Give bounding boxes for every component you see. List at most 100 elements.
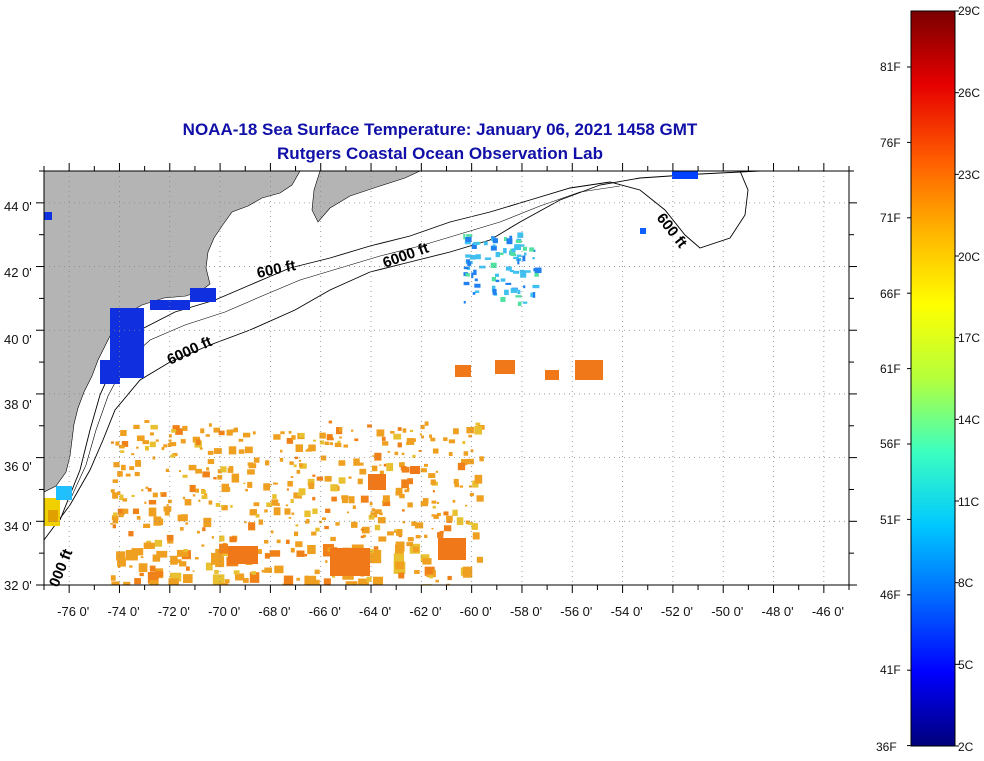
sst-pixel-warm: [448, 451, 453, 457]
sst-pixel-warm: [312, 474, 316, 477]
sst-pixel-warm: [367, 424, 372, 428]
sst-pixel-cool: [517, 232, 524, 238]
sst-pixel-warm: [296, 550, 305, 557]
cb-f-label: 41F: [880, 663, 901, 677]
sst-pixel-warm: [143, 523, 151, 529]
sst-pixel-warm: [233, 570, 240, 575]
sst-pixel-warm: [224, 579, 230, 584]
sst-pixel-warm: [324, 525, 329, 530]
sst-pixel-warm: [353, 458, 360, 466]
sst-pixel-warm: [163, 506, 172, 512]
sst-pixel-warm: [203, 517, 212, 528]
sst-pixel-warm: [248, 463, 257, 469]
sst-pixel-warm: [443, 525, 452, 532]
sst-pixel-warm: [169, 572, 182, 582]
sst-pixel-warm: [454, 482, 460, 488]
sst-pixel-warm: [205, 562, 213, 571]
cb-f-label: 46F: [880, 588, 901, 602]
sst-pixel-warm: [421, 584, 432, 585]
sst-pixel-warm: [305, 449, 308, 452]
sst-pixel-warm: [214, 569, 219, 574]
colorbar: [910, 10, 956, 747]
sst-pixel-warm: [144, 501, 147, 504]
sst-pixel-warm: [110, 441, 114, 444]
lon-label: -74 0': [107, 604, 139, 619]
sst-pixel-warm: [117, 557, 126, 567]
sst-pixel-warm: [167, 443, 172, 448]
sst-pixel-warm: [168, 439, 172, 442]
sst-pixel-warm: [420, 554, 430, 562]
sst-pixel-warm: [119, 497, 123, 501]
sst-pixel-warm: [152, 554, 161, 562]
sst-pixel-warm: [247, 469, 255, 475]
sst-pixel-warm: [393, 433, 402, 440]
sst-pixel-warm: [258, 519, 264, 525]
sst-pixel-warm: [160, 492, 163, 495]
sst-pixel-warm: [275, 482, 279, 485]
sst-pixel-warm: [139, 572, 144, 577]
sst-pixel-warm: [432, 448, 439, 454]
sst-pixel-cool: [463, 300, 466, 304]
sst-pixel-warm: [402, 428, 407, 433]
sst-pixel-cool: [522, 255, 526, 262]
cb-f-label: 71F: [880, 211, 901, 225]
sst-pixel-warm: [471, 523, 478, 530]
sst-pixel-warm: [476, 556, 483, 563]
sst-pixel-warm: [202, 527, 206, 532]
sst-pixel-warm: [111, 581, 120, 585]
sst-pixel-warm: [415, 534, 421, 539]
sst-pixel-warm: [351, 429, 354, 432]
lat-label: 40 0': [4, 332, 32, 347]
cb-f-label: 61F: [880, 362, 901, 376]
sst-pixel-warm: [329, 442, 334, 446]
sst-pixel-warm: [399, 463, 403, 466]
sst-pixel-warm: [208, 423, 212, 427]
sst-pixel-warm: [414, 570, 420, 574]
sst-pixel-warm: [264, 509, 268, 513]
sst-pixel-warm: [495, 360, 515, 374]
sst-pixel-cool: [532, 292, 536, 298]
sst-pixel-warm: [283, 575, 294, 585]
sst-pixel-warm: [396, 529, 403, 536]
sst-pixel-cool: [524, 252, 527, 256]
sst-pixel-cool: [513, 256, 520, 260]
sst-pixel-warm: [299, 463, 307, 469]
sst-pixel-warm: [134, 578, 141, 585]
sst-pixel-warm: [394, 544, 404, 555]
sst-pixel-warm: [479, 456, 484, 462]
sst-pixel-warm: [208, 500, 213, 505]
sst-pixel-warm: [183, 549, 188, 552]
sst-pixel-warm: [432, 490, 435, 493]
sst-pixel-warm: [213, 448, 222, 454]
sst-pixel-warm: [264, 460, 270, 466]
sst-pixel-warm: [136, 435, 145, 442]
sst-pixel-warm: [117, 566, 121, 569]
sst-pixel-warm: [361, 526, 370, 534]
sst-pixel-warm: [373, 546, 379, 550]
lon-label: -72 0': [158, 604, 190, 619]
sst-pixel-cool: [465, 254, 472, 258]
sst-pixel-warm: [228, 546, 258, 564]
contour-label-000-south: 000 ft: [46, 547, 76, 590]
sst-pixel-cool: [514, 244, 522, 251]
sst-pixel-cool: [495, 251, 500, 258]
sst-pixel-warm: [311, 531, 317, 536]
sst-pixel-warm: [394, 529, 398, 532]
sst-pixel-warm: [170, 555, 178, 565]
sst-pixel-warm: [149, 580, 159, 585]
sst-pixel-warm: [160, 492, 167, 497]
sst-pixel-warm: [144, 420, 150, 423]
sst-pixel-warm: [390, 431, 395, 434]
sst-pixel-warm: [319, 432, 326, 439]
sst-pixel-warm: [368, 474, 386, 490]
sst-pixel-warm: [119, 444, 125, 449]
sst-pixel-warm: [119, 494, 124, 499]
sst-pixel-warm: [409, 429, 414, 433]
sst-pixel-warm: [271, 530, 274, 534]
sst-pixel-cool: [522, 301, 528, 304]
cb-f-label: 36F: [876, 740, 897, 754]
sst-pixel-warm: [168, 578, 179, 585]
sst-pixel-warm: [146, 542, 155, 549]
sst-pixel-warm: [447, 575, 452, 581]
